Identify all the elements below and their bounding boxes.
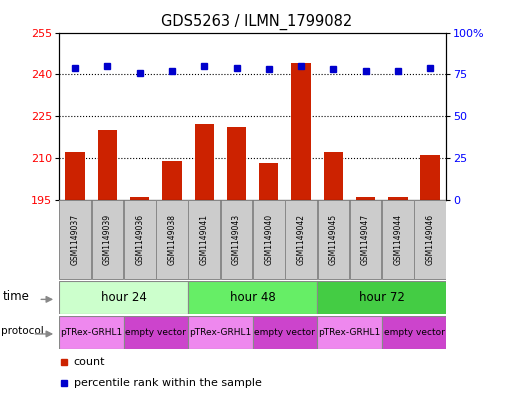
Bar <box>415 200 446 279</box>
Text: hour 48: hour 48 <box>230 291 275 304</box>
Bar <box>188 200 220 279</box>
Bar <box>124 200 155 279</box>
Text: pTRex-GRHL1: pTRex-GRHL1 <box>189 328 251 337</box>
Text: GSM1149037: GSM1149037 <box>71 214 80 266</box>
Bar <box>188 281 317 314</box>
Text: GSM1149044: GSM1149044 <box>393 214 402 266</box>
Text: percentile rank within the sample: percentile rank within the sample <box>73 378 262 389</box>
Text: GSM1149047: GSM1149047 <box>361 214 370 266</box>
Bar <box>188 316 252 349</box>
Bar <box>356 197 376 200</box>
Bar <box>317 316 382 349</box>
Text: GSM1149036: GSM1149036 <box>135 214 144 266</box>
Bar <box>291 63 311 200</box>
Bar <box>97 130 117 200</box>
Bar <box>227 127 246 200</box>
Text: protocol: protocol <box>1 326 44 336</box>
Bar <box>221 200 252 279</box>
Bar <box>59 281 188 314</box>
Text: empty vector: empty vector <box>384 328 444 337</box>
Text: GSM1149042: GSM1149042 <box>297 215 306 265</box>
Text: GSM1149040: GSM1149040 <box>264 214 273 266</box>
Bar <box>318 200 349 279</box>
Bar <box>59 316 124 349</box>
Text: hour 24: hour 24 <box>101 291 147 304</box>
Bar <box>66 152 85 200</box>
Text: GSM1149045: GSM1149045 <box>329 214 338 266</box>
Bar <box>324 152 343 200</box>
Text: GSM1149039: GSM1149039 <box>103 214 112 266</box>
Text: count: count <box>73 357 105 367</box>
Text: GSM1149041: GSM1149041 <box>200 215 209 265</box>
Bar <box>124 316 188 349</box>
Bar <box>130 197 149 200</box>
Text: empty vector: empty vector <box>125 328 186 337</box>
Bar <box>388 197 407 200</box>
Bar <box>92 200 123 279</box>
Text: GDS5263 / ILMN_1799082: GDS5263 / ILMN_1799082 <box>161 14 352 30</box>
Text: time: time <box>3 290 30 303</box>
Bar <box>253 200 285 279</box>
Text: hour 72: hour 72 <box>359 291 405 304</box>
Text: GSM1149038: GSM1149038 <box>167 215 176 265</box>
Bar <box>156 200 188 279</box>
Text: GSM1149046: GSM1149046 <box>426 214 435 266</box>
Bar <box>317 281 446 314</box>
Bar <box>194 125 214 200</box>
Text: pTRex-GRHL1: pTRex-GRHL1 <box>60 328 123 337</box>
Bar <box>421 155 440 200</box>
Text: empty vector: empty vector <box>254 328 315 337</box>
Text: GSM1149043: GSM1149043 <box>232 214 241 266</box>
Bar <box>162 161 182 200</box>
Bar <box>285 200 317 279</box>
Bar <box>350 200 382 279</box>
Bar <box>252 316 317 349</box>
Bar <box>382 200 413 279</box>
Bar <box>382 316 446 349</box>
Bar <box>60 200 91 279</box>
Text: pTRex-GRHL1: pTRex-GRHL1 <box>319 328 381 337</box>
Bar <box>259 163 279 200</box>
